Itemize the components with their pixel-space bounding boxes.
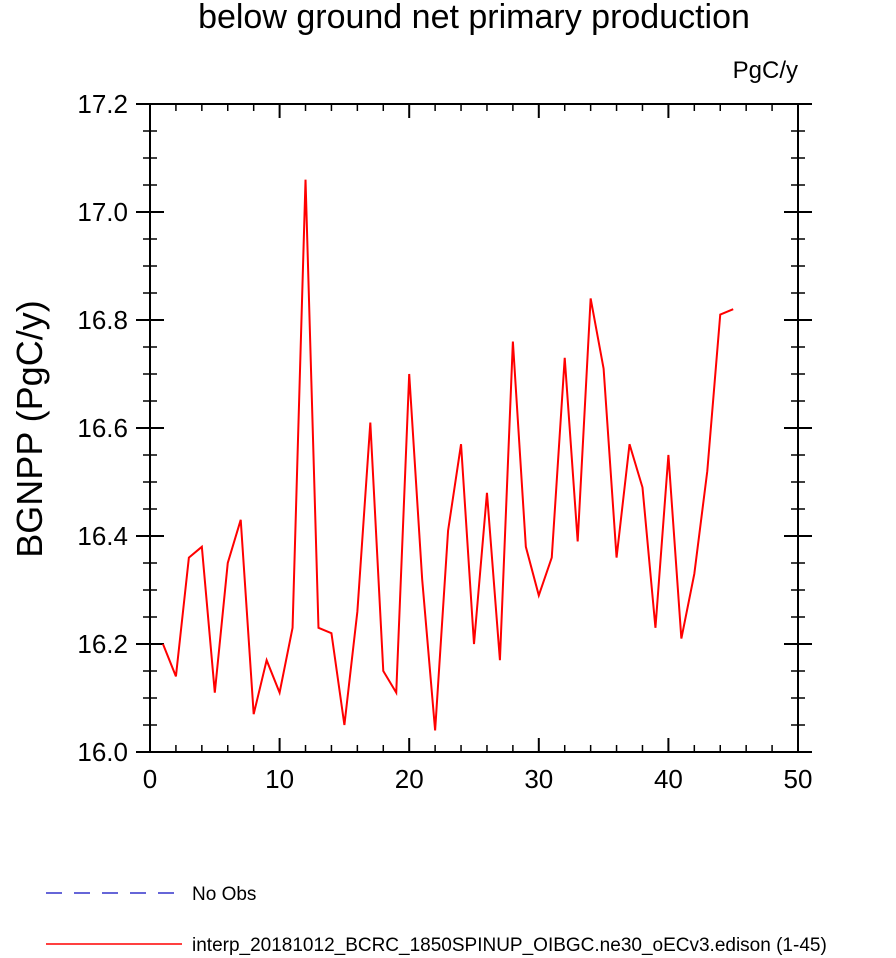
legend: No Obs interp_20181012_BCRC_1850SPINUP_O… <box>46 884 827 956</box>
y-tick-label: 17.0 <box>77 197 128 227</box>
y-tick-label: 16.8 <box>77 305 128 335</box>
chart-title: below ground net primary production <box>198 0 750 36</box>
axis-ticks <box>136 103 812 753</box>
axis-tick-labels: 0 10 20 30 40 50 16.0 16.2 16.4 16.6 16.8 17.0 17.2 <box>77 89 812 794</box>
y-tick-label: 16.2 <box>77 629 128 659</box>
x-tick-label: 50 <box>784 764 813 794</box>
x-tick-label: 30 <box>524 764 553 794</box>
y-tick-label: 17.2 <box>77 89 128 119</box>
data-series <box>162 179 734 731</box>
x-tick-label: 40 <box>654 764 683 794</box>
y-tick-label: 16.0 <box>77 737 128 767</box>
legend-label-no-obs: No Obs <box>192 884 256 905</box>
y-tick-label: 16.6 <box>77 413 128 443</box>
x-tick-label: 10 <box>265 764 294 794</box>
x-tick-label: 0 <box>143 764 157 794</box>
x-tick-label: 20 <box>395 764 424 794</box>
plot-frame <box>149 103 799 753</box>
y-axis-label: BGNPP (PgC/y) <box>9 300 50 557</box>
y-tick-label: 16.4 <box>77 521 128 551</box>
units-label: PgC/y <box>733 57 798 84</box>
legend-label-model: interp_20181012_BCRC_1850SPINUP_OIBGC.ne… <box>192 935 827 956</box>
series-line-1 <box>162 179 734 731</box>
